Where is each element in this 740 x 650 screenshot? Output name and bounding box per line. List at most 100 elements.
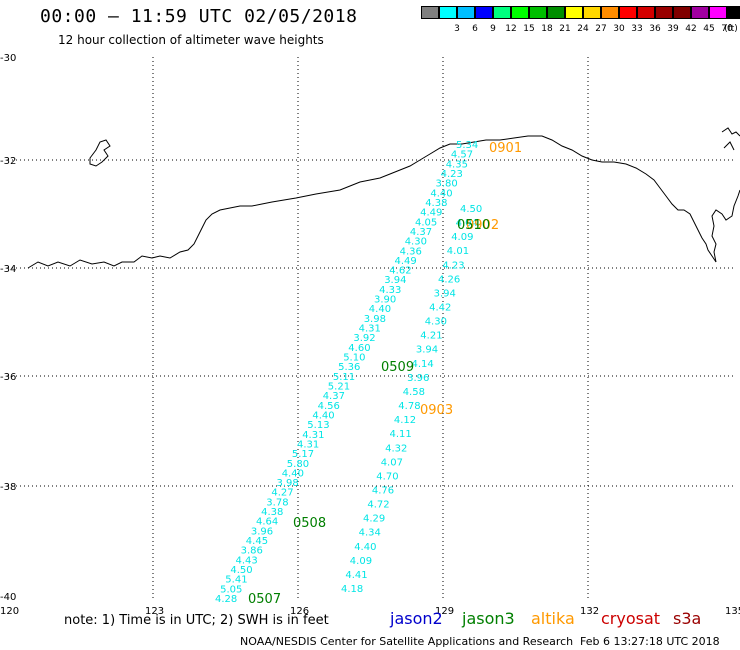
wave-height-value: 4.23 xyxy=(442,260,464,271)
recherche-islands xyxy=(89,139,111,167)
wave-height-value: 4.56 xyxy=(318,401,340,412)
wave-height-value: 4.31 xyxy=(359,324,381,335)
legend-swatch xyxy=(475,6,493,19)
wave-height-value: 4.49 xyxy=(395,256,417,267)
legend-swatch xyxy=(439,6,457,19)
legend-swatch xyxy=(727,6,740,19)
pass-time-label: 0508 xyxy=(293,516,326,531)
wave-height-value: 3.90 xyxy=(374,295,396,306)
wave-height-value: 4.42 xyxy=(429,303,451,314)
pass-time-label: 0509 xyxy=(381,360,414,375)
legend-tick-label: 18 xyxy=(541,24,553,34)
wave-height-value: 4.58 xyxy=(403,387,425,398)
legend-swatch xyxy=(709,6,727,19)
legend-swatch xyxy=(511,6,529,19)
wave-height-value: 3.96 xyxy=(407,373,429,384)
pass-time-label: 0903 xyxy=(420,403,453,418)
wave-height-value: 4.60 xyxy=(348,343,370,354)
legend-swatch xyxy=(529,6,547,19)
latitude-tick-label: -38 xyxy=(0,482,16,493)
wave-height-value: 5.34 xyxy=(456,140,478,151)
wave-height-value: 5.80 xyxy=(287,459,309,470)
legend-tick-label: 45 xyxy=(703,24,715,34)
wave-height-value: 4.40 xyxy=(354,542,376,553)
legend-tick-label: 15 xyxy=(523,24,535,34)
legend-swatch xyxy=(673,6,691,19)
wave-height-value: 3.86 xyxy=(241,546,263,557)
latitude-tick-label: -40 xyxy=(0,592,16,603)
wave-height-value: 4.38 xyxy=(425,198,447,209)
legend-swatch xyxy=(493,6,511,19)
legend-tick-label: 3 xyxy=(454,24,460,34)
wave-height-value: 4.70 xyxy=(376,471,398,482)
wave-height-value: 5.41 xyxy=(225,575,247,586)
latitude-tick-label: -36 xyxy=(0,372,16,383)
legend-tick-label: 6 xyxy=(472,24,478,34)
lat-lon-grid: 120 123 126 129 132 135 -30 -32 -34 -36 -38 -40 xyxy=(0,53,740,617)
wave-height-value: 5.17 xyxy=(292,449,314,460)
longitude-tick-label: 126 xyxy=(290,606,309,617)
satellite-key-item: jason2 xyxy=(390,609,443,628)
wave-height-value: 4.31 xyxy=(297,439,319,450)
wave-height-value: 4.11 xyxy=(390,429,412,440)
wave-height-value: 3.94 xyxy=(434,288,456,299)
legend-tick-label: 33 xyxy=(631,24,643,34)
legend-tick-label: 24 xyxy=(577,24,589,34)
wave-height-value: 3.78 xyxy=(266,497,288,508)
wave-height-value: 4.72 xyxy=(367,500,389,511)
wave-height-value: 4.40 xyxy=(282,468,304,479)
wave-height-value: 5.36 xyxy=(338,362,360,373)
wave-height-value: 4.04 xyxy=(456,218,478,229)
wave-height-value: 4.40 xyxy=(369,304,391,315)
wave-height-value: 3.98 xyxy=(277,478,299,489)
wave-height-value: 4.43 xyxy=(236,555,258,566)
legend-tick-label: 27 xyxy=(595,24,607,34)
altimeter-tracks: 4.285.055.414.504.433.864.453.964.644.38… xyxy=(215,140,482,605)
wave-height-value: 4.37 xyxy=(323,391,345,402)
longitude-tick-label: 123 xyxy=(145,606,164,617)
footer-timestamp: Feb 6 13:27:18 UTC 2018 xyxy=(580,635,720,648)
wave-height-value: 5.21 xyxy=(328,382,350,393)
wave-height-value: 4.18 xyxy=(341,584,363,595)
wave-height-value: 5.11 xyxy=(333,372,355,383)
wave-height-value: 5.10 xyxy=(343,353,365,364)
wave-height-value: 4.33 xyxy=(379,285,401,296)
map-subtitle: 12 hour collection of altimeter wave hei… xyxy=(58,33,324,47)
latitude-tick-label: -32 xyxy=(0,156,16,167)
wave-height-value: 3.96 xyxy=(251,526,273,537)
legend-tick-label: 12 xyxy=(505,24,517,34)
wave-height-value: 4.26 xyxy=(438,274,460,285)
wave-height-value: 4.07 xyxy=(381,457,403,468)
wave-height-value: 5.05 xyxy=(220,584,242,595)
legend-tick-label: 39 xyxy=(667,24,679,34)
wave-height-value: 4.09 xyxy=(350,556,372,567)
wave-height-value: 4.32 xyxy=(385,443,407,454)
longitude-tick-label: 129 xyxy=(435,606,454,617)
wave-height-value: 4.28 xyxy=(215,594,237,605)
wave-height-value: 4.50 xyxy=(460,204,482,215)
wave-height-value: 4.62 xyxy=(389,266,411,277)
legend-tick-label: 70 xyxy=(721,24,733,34)
wave-height-value: 4.01 xyxy=(447,246,469,257)
wave-height-value: 4.40 xyxy=(312,411,334,422)
legend-swatch xyxy=(655,6,673,19)
footer-credit: NOAA/NESDIS Center for Satellite Applica… xyxy=(240,635,574,648)
satellite-key-item: s3a xyxy=(673,609,702,628)
wave-height-value: 4.29 xyxy=(363,514,385,525)
australia-coastline xyxy=(27,135,717,269)
pass-time-label: 0901 xyxy=(489,141,522,156)
legend-swatch xyxy=(457,6,475,19)
legend-swatch xyxy=(583,6,601,19)
wave-height-value: 4.57 xyxy=(451,150,473,161)
wave-height-value: 3.94 xyxy=(384,275,406,286)
wave-height-value: 5.13 xyxy=(307,420,329,431)
wave-height-value: 3.92 xyxy=(353,333,375,344)
wave-height-value: 4.14 xyxy=(412,359,434,370)
satellite-key-item: altika xyxy=(531,609,575,628)
wave-height-value: 4.40 xyxy=(430,188,452,199)
legend-tick-label: 36 xyxy=(649,24,661,34)
legend-tick-label: 42 xyxy=(685,24,697,34)
legend-swatch xyxy=(619,6,637,19)
